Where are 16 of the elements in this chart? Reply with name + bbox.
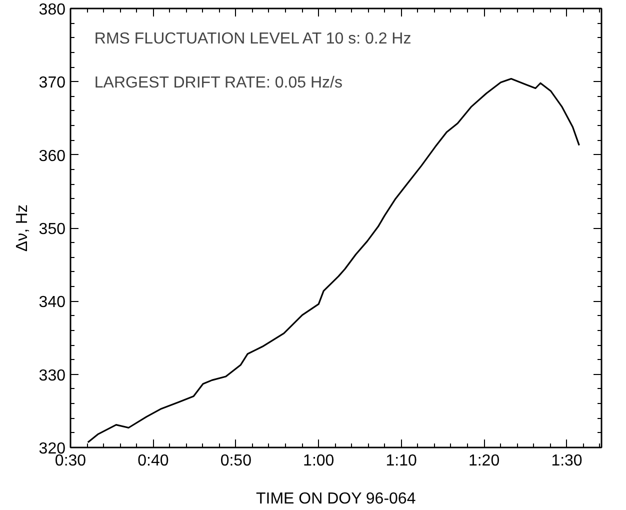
x-tick-label: 1:00 (303, 452, 334, 470)
y-tick-label: 330 (38, 367, 66, 384)
x-tick-label: 0:50 (220, 452, 252, 470)
x-tick-label: 1:20 (468, 452, 500, 470)
y-tick-label: 370 (38, 74, 66, 92)
x-tick-label: 1:10 (386, 452, 418, 470)
annotation: LARGEST DRIFT RATE: 0.05 Hz/s (94, 74, 342, 92)
x-tick-label: 0:40 (138, 452, 169, 470)
x-tick-label: 1:30 (551, 452, 582, 470)
annotation: RMS FLUCTUATION LEVEL AT 10 s: 0.2 Hz (94, 30, 412, 48)
y-axis-title: Δν, Hz (14, 204, 31, 252)
y-tick-label: 380 (38, 2, 66, 18)
y-tick-label: 340 (38, 294, 66, 312)
y-tick-label: 360 (38, 148, 66, 165)
x-axis-title: TIME ON DOY 96-064 (256, 490, 416, 508)
y-tick-label: 350 (38, 221, 66, 238)
